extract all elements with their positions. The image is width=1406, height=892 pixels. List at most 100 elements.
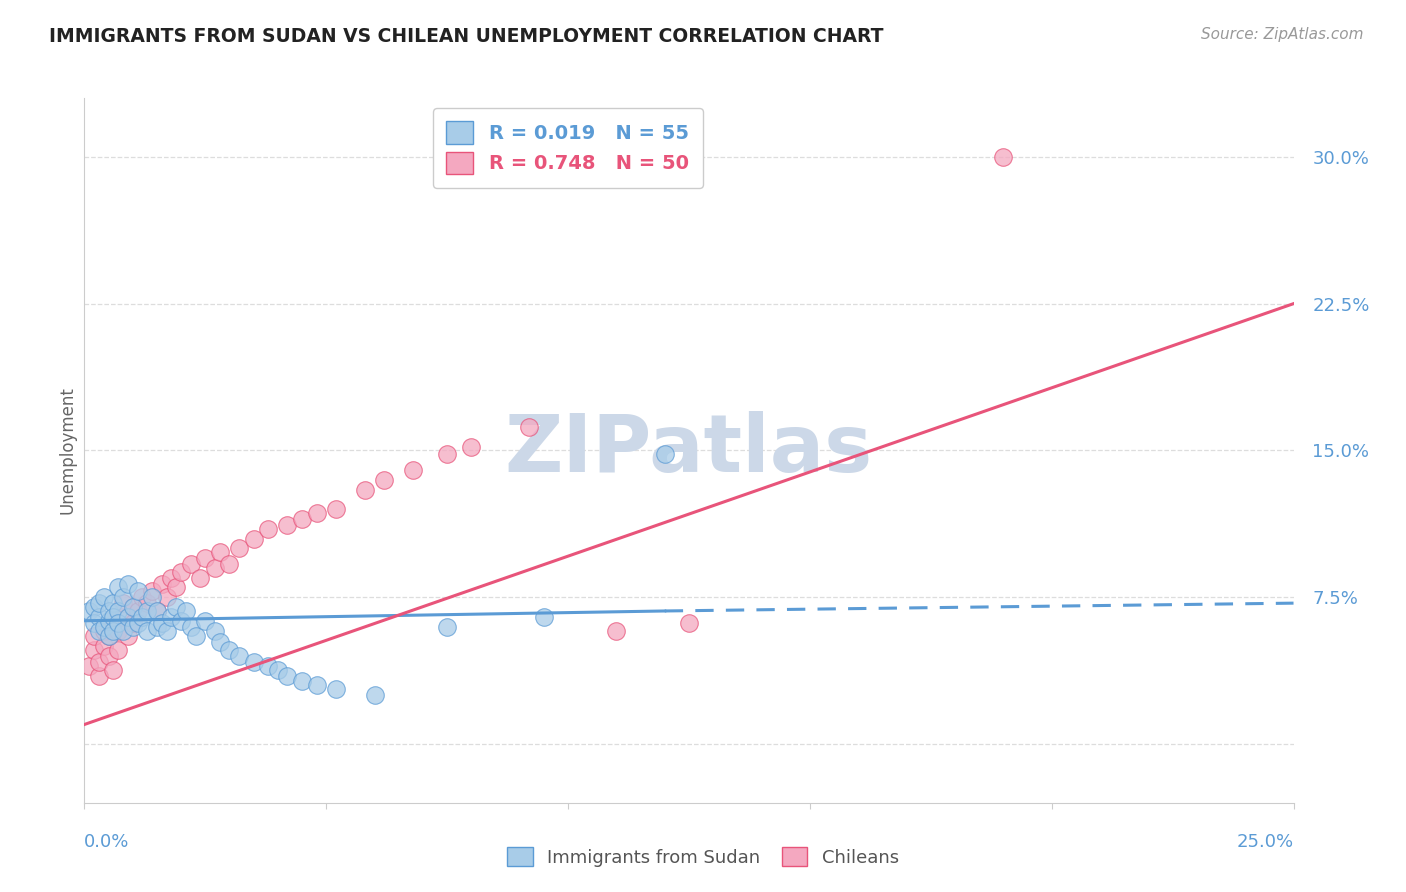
Point xyxy=(131,610,153,624)
Point xyxy=(121,615,143,630)
Point xyxy=(305,678,328,692)
Text: Source: ZipAtlas.com: Source: ZipAtlas.com xyxy=(1201,27,1364,42)
Point xyxy=(354,483,377,497)
Point xyxy=(190,571,212,585)
Point xyxy=(363,688,385,702)
Point xyxy=(204,624,226,638)
Point xyxy=(103,596,125,610)
Point xyxy=(87,624,110,638)
Point xyxy=(93,591,115,605)
Point xyxy=(146,604,169,618)
Point xyxy=(228,541,250,556)
Point xyxy=(146,619,169,633)
Point xyxy=(107,624,129,638)
Point xyxy=(121,600,143,615)
Point xyxy=(103,615,125,630)
Point xyxy=(131,591,153,605)
Point xyxy=(127,584,149,599)
Point xyxy=(87,655,110,669)
Point xyxy=(373,473,395,487)
Point xyxy=(436,619,458,633)
Point xyxy=(127,615,149,630)
Point xyxy=(87,596,110,610)
Point xyxy=(242,532,264,546)
Point xyxy=(103,624,125,638)
Point xyxy=(97,629,120,643)
Point xyxy=(117,629,139,643)
Point xyxy=(325,682,347,697)
Point xyxy=(276,668,298,682)
Point xyxy=(174,604,197,618)
Point xyxy=(121,600,143,615)
Legend: R = 0.019   N = 55, R = 0.748   N = 50: R = 0.019 N = 55, R = 0.748 N = 50 xyxy=(433,108,703,187)
Point xyxy=(121,619,143,633)
Point xyxy=(242,655,264,669)
Point xyxy=(136,624,159,638)
Point xyxy=(77,604,100,618)
Point xyxy=(160,571,183,585)
Point xyxy=(117,610,139,624)
Legend: Immigrants from Sudan, Chileans: Immigrants from Sudan, Chileans xyxy=(501,840,905,874)
Point xyxy=(165,581,187,595)
Point xyxy=(87,668,110,682)
Point xyxy=(218,643,240,657)
Text: IMMIGRANTS FROM SUDAN VS CHILEAN UNEMPLOYMENT CORRELATION CHART: IMMIGRANTS FROM SUDAN VS CHILEAN UNEMPLO… xyxy=(49,27,884,45)
Point xyxy=(97,604,120,618)
Point xyxy=(218,557,240,571)
Point xyxy=(533,610,555,624)
Point xyxy=(291,674,314,689)
Point xyxy=(83,629,105,643)
Point xyxy=(107,643,129,657)
Point xyxy=(436,447,458,461)
Point xyxy=(77,658,100,673)
Point xyxy=(993,150,1015,164)
Point xyxy=(257,658,280,673)
Point xyxy=(194,551,217,566)
Point xyxy=(170,565,193,579)
Point xyxy=(103,663,125,677)
Point xyxy=(141,584,163,599)
Point xyxy=(127,604,149,618)
Point xyxy=(107,581,129,595)
Point xyxy=(267,663,290,677)
Point xyxy=(517,420,540,434)
Point xyxy=(291,512,314,526)
Point xyxy=(136,596,159,610)
Point xyxy=(678,615,700,630)
Text: ZIPatlas: ZIPatlas xyxy=(505,411,873,490)
Point xyxy=(184,629,207,643)
Point xyxy=(605,624,627,638)
Point xyxy=(194,614,217,628)
Point xyxy=(83,600,105,615)
Point xyxy=(654,447,676,461)
Point xyxy=(170,614,193,628)
Point xyxy=(257,522,280,536)
Point xyxy=(180,557,202,571)
Point xyxy=(146,604,169,618)
Point xyxy=(160,610,183,624)
Point xyxy=(83,615,105,630)
Point xyxy=(305,506,328,520)
Point xyxy=(97,629,120,643)
Point xyxy=(208,545,231,559)
Point xyxy=(141,591,163,605)
Point xyxy=(165,600,187,615)
Point xyxy=(112,624,135,638)
Text: 0.0%: 0.0% xyxy=(84,833,129,851)
Point xyxy=(276,517,298,532)
Point xyxy=(136,604,159,618)
Point xyxy=(325,502,347,516)
Point xyxy=(460,440,482,454)
Point xyxy=(112,591,135,605)
Point xyxy=(150,615,173,630)
Point xyxy=(107,615,129,630)
Point xyxy=(107,604,129,618)
Point xyxy=(93,639,115,653)
Point xyxy=(228,648,250,663)
Point xyxy=(204,561,226,575)
Point xyxy=(180,619,202,633)
Point xyxy=(103,610,125,624)
Y-axis label: Unemployment: Unemployment xyxy=(58,386,76,515)
Point xyxy=(83,643,105,657)
Point xyxy=(117,576,139,591)
